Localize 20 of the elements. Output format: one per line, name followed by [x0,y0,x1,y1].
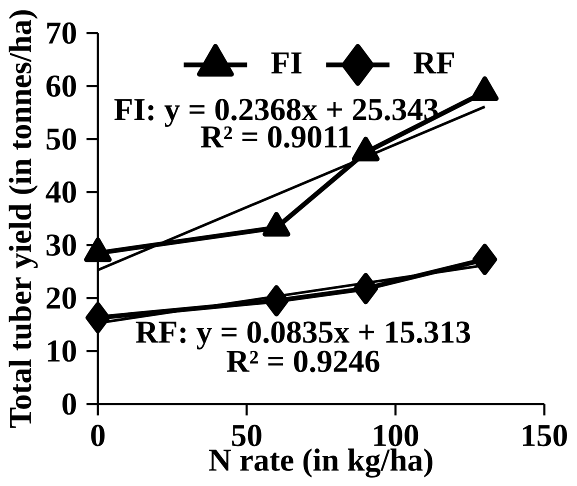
y-axis-title: Total tuber yield (in tonnes/ha) [8,10,38,428]
y-tick-label: 30 [46,234,76,256]
y-tick-label: 50 [46,128,76,150]
annotation: R² = 0.9011 [200,126,351,148]
x-tick-label: 150 [522,424,567,446]
y-tick-label: 0 [62,393,76,415]
y-tick-label: 40 [46,181,76,203]
annotation: RF: y = 0.0835x + 15.313 [136,321,470,350]
annotation: FI: y = 0.2368x + 25.343 [114,98,438,127]
y-tick-label: 60 [46,75,76,97]
y-tick-label: 20 [46,287,76,309]
legend-label: RF [414,52,454,74]
x-tick-label: 100 [374,424,418,446]
annotation: R² = 0.9246 [226,350,380,372]
legend-label: FI [271,52,302,74]
y-tick-label: 10 [48,340,76,362]
x-axis-title: N rate (in kg/ha) [209,448,432,478]
y-tick-label: 70 [47,22,76,44]
x-tick-label: 50 [232,424,262,446]
x-tick-label: 0 [91,424,105,446]
